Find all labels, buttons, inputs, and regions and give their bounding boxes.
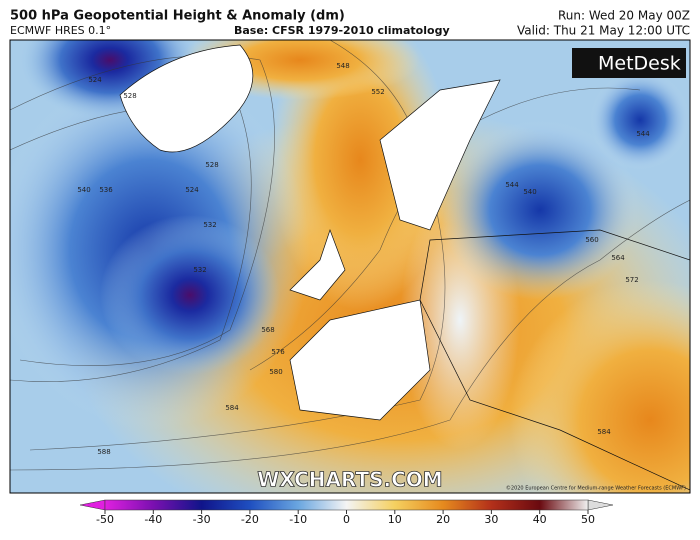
colorbar-tick-label: -20 [241,513,259,526]
valid: Valid: Thu 21 May 12:00 UTC [517,24,690,38]
logo: MetDesk [598,53,681,75]
contour-label: 528 [123,92,136,100]
colorbar [104,499,589,511]
contour-label: 532 [193,266,206,274]
title: 500 hPa Geopotential Height & Anomaly (d… [10,9,345,24]
colorbar-tick-label: 0 [343,513,350,526]
contour-label: 580 [269,368,282,376]
contour-label: 524 [185,186,199,194]
contour-label: 560 [585,236,598,244]
contour-label: 528 [205,161,218,169]
contour-label: 572 [625,276,638,284]
contour-label: 568 [261,326,274,334]
contour-label: 548 [336,62,349,70]
contour-label: 576 [271,348,285,356]
colorbar-min-arrow [79,499,106,511]
contour-label: 588 [97,448,110,456]
model: ECMWF HRES 0.1° [10,24,111,37]
contour-label: 544 [505,181,519,189]
colorbar-tick-label: -10 [289,513,307,526]
base: Base: CFSR 1979-2010 climatology [234,24,450,37]
colorbar-max-arrow [587,499,614,511]
watermark: WXCHARTS.COM [257,468,442,492]
colorbar-tick-label: 30 [484,513,498,526]
contour-label: 540 [77,186,90,194]
contour-label: 536 [99,186,113,194]
colorbar-tick-label: 40 [533,513,547,526]
colorbar-tick-label: -30 [193,513,211,526]
contour-label: 544 [636,130,650,138]
run: Run: Wed 20 May 00Z [558,9,690,23]
colorbar-tick-label: 10 [388,513,402,526]
contour-label: 540 [523,188,536,196]
copyright: ©2020 European Centre for Medium-range W… [506,485,686,492]
contour-label: 584 [225,404,239,412]
colorbar-tick-label: -50 [96,513,114,526]
contour-label: 524 [88,76,102,84]
contour-label: 532 [203,221,216,229]
contour-label: 564 [611,254,625,262]
colorbar-tick-label: 20 [436,513,450,526]
logo-box [572,48,686,78]
contour-label: 584 [597,428,611,436]
colorbar-tick-label: -40 [144,513,162,526]
map-frame [9,39,691,494]
colorbar-tick-label: 50 [581,513,595,526]
contour-label: 552 [371,88,384,96]
